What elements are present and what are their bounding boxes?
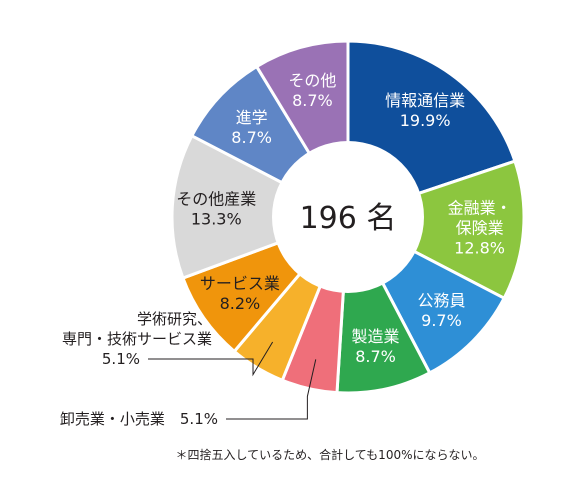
slice-label-9: その他 8.7%: [288, 71, 336, 110]
slice-label-8-line-1: 8.7%: [231, 128, 272, 147]
slice-labels: 情報通信業 19.9%金融業・保険業 12.8%公務員 9.7%製造業 8.7%卸売業・…: [60, 71, 512, 428]
leader-lines: [148, 341, 317, 420]
leader-line-5: [148, 341, 274, 377]
leader-line-4: [226, 359, 317, 420]
slice-label-1-line-2: 12.8%: [454, 238, 505, 257]
slice-label-1: 金融業・保険業 12.8%: [448, 198, 512, 257]
slice-label-9-line-1: 8.7%: [292, 91, 333, 110]
slice-label-4-line-0: 卸売業・小売業 5.1%: [60, 410, 218, 428]
slice-label-6-line-1: 8.2%: [220, 294, 261, 313]
slice-label-5-line-1: 専門・技術サービス業: [62, 330, 212, 348]
slice-label-2-line-1: 9.7%: [421, 311, 462, 330]
slice-label-3-line-1: 8.7%: [355, 347, 396, 366]
slice-label-3-line-0: 製造業: [352, 327, 400, 346]
slice-label-7-line-0: その他産業: [176, 190, 256, 209]
slice-label-7: その他産業 13.3%: [176, 190, 256, 229]
slice-label-0-line-1: 19.9%: [400, 111, 451, 130]
slice-label-5-line-0: 学術研究、: [137, 310, 212, 328]
slice-label-2: 公務員 9.7%: [417, 291, 465, 330]
slice-label-5-line-2: 5.1%: [102, 350, 140, 368]
slice-label-1-line-0: 金融業・: [448, 198, 512, 217]
center-total-label: 196 名: [300, 201, 397, 236]
donut-hole: [272, 141, 424, 293]
slice-label-7-line-1: 13.3%: [191, 210, 242, 229]
slice-label-8: 進学 8.7%: [231, 108, 272, 147]
slice-label-4: 卸売業・小売業 5.1%: [60, 410, 218, 428]
slice-label-9-line-0: その他: [288, 71, 336, 90]
slice-label-6-line-0: サービス業: [200, 274, 280, 293]
slice-label-3: 製造業 8.7%: [352, 327, 400, 366]
slice-label-1-line-1: 保険業: [456, 218, 504, 237]
slice-label-0: 情報通信業 19.9%: [385, 91, 465, 130]
slice-label-2-line-0: 公務員: [417, 291, 465, 310]
slice-label-8-line-0: 進学: [236, 108, 268, 127]
slice-label-6: サービス業 8.2%: [200, 274, 280, 313]
footnote: ＊四捨五入しているため、合計しても100%にならない。: [176, 447, 485, 462]
slice-label-5: 学術研究、専門・技術サービス業 5.1%: [62, 310, 212, 368]
slice-label-0-line-0: 情報通信業: [385, 91, 465, 110]
